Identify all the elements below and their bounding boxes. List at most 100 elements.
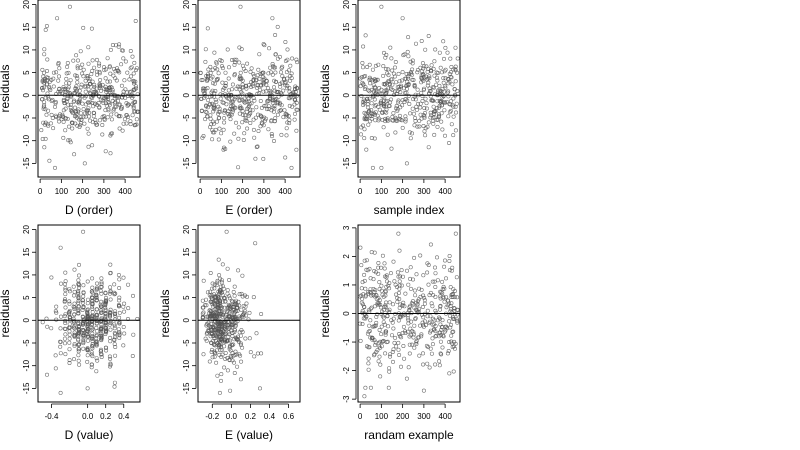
data-point	[123, 87, 128, 92]
data-point	[128, 119, 133, 124]
data-point	[399, 283, 404, 288]
data-point	[53, 309, 58, 314]
data-point	[432, 265, 437, 270]
data-point	[388, 271, 393, 276]
data-point	[239, 291, 244, 296]
data-point	[434, 70, 439, 75]
x-tick-label: 300	[417, 412, 431, 421]
data-point	[395, 295, 400, 300]
data-point	[386, 283, 391, 288]
data-point	[209, 341, 214, 346]
data-point	[399, 335, 404, 340]
data-point	[103, 303, 108, 308]
data-point	[77, 304, 82, 309]
data-point	[90, 331, 95, 336]
data-point	[366, 308, 371, 313]
data-point	[395, 270, 400, 275]
data-point	[94, 321, 99, 326]
data-point	[378, 101, 383, 106]
y-tick-label: 5	[182, 295, 191, 300]
data-point	[383, 274, 388, 279]
data-point	[80, 298, 85, 303]
data-point	[400, 303, 405, 308]
data-point	[62, 282, 67, 287]
data-point	[400, 16, 405, 21]
data-point	[275, 101, 280, 106]
data-point	[264, 82, 269, 87]
data-point	[90, 143, 95, 148]
data-point	[234, 120, 239, 125]
data-point	[76, 353, 81, 358]
data-point	[113, 344, 118, 349]
data-point	[254, 331, 259, 336]
data-point	[230, 350, 235, 355]
data-point	[215, 119, 220, 124]
data-point	[245, 126, 250, 131]
data-points	[39, 4, 140, 170]
data-point	[413, 293, 418, 298]
data-point	[76, 101, 81, 106]
data-point	[85, 308, 90, 313]
data-point	[99, 276, 104, 281]
data-point	[404, 161, 409, 166]
data-point	[428, 94, 433, 99]
data-point	[72, 267, 77, 272]
y-tick-label: -10	[22, 359, 31, 371]
data-point	[100, 123, 105, 128]
data-point	[71, 320, 76, 325]
x-tick-label: 0.2	[100, 412, 112, 421]
data-point	[269, 70, 274, 75]
data-point	[451, 104, 456, 109]
data-point	[372, 136, 377, 141]
data-point	[110, 89, 115, 94]
data-point	[111, 73, 116, 78]
data-point	[248, 350, 253, 355]
data-point	[223, 83, 228, 88]
data-point	[97, 105, 102, 110]
data-point	[418, 112, 423, 117]
data-point	[455, 307, 460, 312]
data-point	[86, 329, 91, 334]
data-point	[433, 92, 438, 97]
data-point	[411, 330, 416, 335]
data-point	[121, 121, 126, 126]
data-point	[103, 323, 108, 328]
data-point	[61, 115, 66, 120]
data-point	[232, 284, 237, 289]
data-point	[277, 100, 282, 105]
data-point	[72, 312, 77, 317]
y-tick-label: -15	[182, 382, 191, 394]
data-points	[200, 229, 264, 395]
data-point	[216, 312, 221, 317]
data-point	[237, 94, 242, 99]
data-point	[126, 282, 131, 287]
data-point	[74, 53, 79, 58]
data-point	[377, 344, 382, 349]
data-point	[246, 96, 251, 101]
data-point	[226, 109, 231, 114]
data-point	[219, 58, 224, 63]
data-point	[45, 91, 50, 96]
data-point	[133, 84, 138, 89]
data-point	[272, 104, 277, 109]
data-point	[419, 38, 424, 43]
data-point	[247, 112, 252, 117]
data-point	[383, 119, 388, 124]
data-point	[49, 275, 54, 280]
data-point	[76, 295, 81, 300]
data-point	[410, 67, 415, 72]
data-point	[429, 301, 434, 306]
data-point	[117, 70, 122, 75]
data-point	[387, 369, 392, 374]
data-point	[412, 345, 417, 350]
data-point	[263, 116, 268, 121]
data-point	[97, 63, 102, 68]
data-point	[384, 300, 389, 305]
data-point	[423, 96, 428, 101]
data-point	[381, 64, 386, 69]
data-point	[227, 310, 232, 315]
data-point	[366, 367, 371, 372]
data-point	[71, 325, 76, 330]
data-point	[447, 319, 452, 324]
